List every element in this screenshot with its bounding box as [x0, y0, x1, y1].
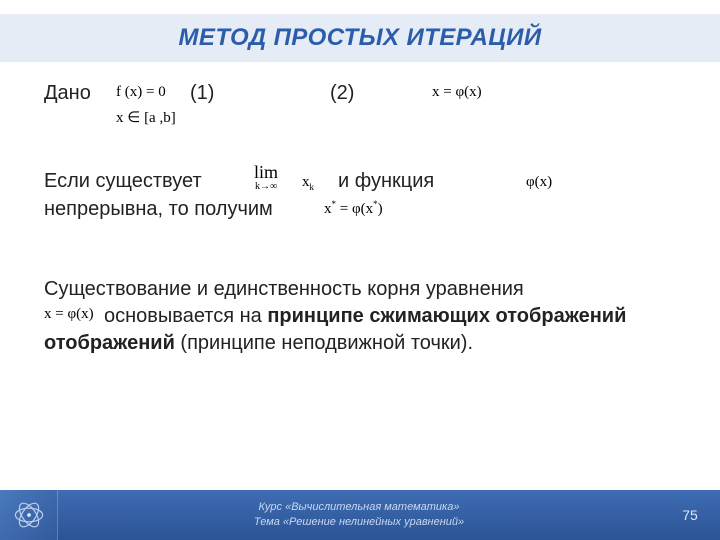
- xk-x: x: [302, 174, 310, 190]
- footer: Курс «Вычислительная математика» Тема «Р…: [0, 490, 720, 540]
- logo: [0, 490, 58, 540]
- xstar-a: x: [324, 201, 332, 217]
- xstar-mid: = φ(x: [336, 201, 373, 217]
- eq-number-1: (1): [190, 80, 214, 107]
- para3-line3: отображений (принципе неподвижной точки)…: [44, 330, 676, 357]
- slide: МЕТОД ПРОСТЫХ ИТЕРАЦИЙ Дано f (x) = 0 (1…: [0, 0, 720, 540]
- phi-x: φ(x): [526, 172, 552, 192]
- limit-symbol: lim k→∞: [254, 160, 278, 194]
- footer-text: Курс «Вычислительная математика» Тема «Р…: [58, 500, 660, 530]
- given-label: Дано: [44, 80, 91, 107]
- principle-paragraph: Существование и единственность корня ура…: [44, 276, 676, 357]
- para3-line2: основывается на принципе сжимающих отобр…: [44, 303, 676, 330]
- bold-principle: принципе сжимающих отображений: [267, 305, 626, 327]
- text-and-function: и функция: [338, 168, 434, 195]
- page-number: 75: [660, 507, 720, 523]
- equation-inline-small: x = φ(x): [44, 304, 94, 324]
- footer-line-1: Курс «Вычислительная математика»: [58, 500, 660, 515]
- eq-number-2: (2): [330, 80, 354, 107]
- para3-line1: Существование и единственность корня ура…: [44, 276, 676, 303]
- logo-icon: [12, 498, 46, 532]
- equation-xstar: x* = φ(x*): [324, 198, 383, 219]
- xstar-end: ): [378, 201, 383, 217]
- lim-sub: k→∞: [254, 180, 278, 194]
- footer-line-2: Тема «Решение нелинейных уравнений»: [58, 515, 660, 530]
- limit-row: Если существует lim k→∞ xk и функция φ(x…: [44, 168, 676, 248]
- text-continuous: непрерывна, то получим: [44, 196, 273, 223]
- slide-title: МЕТОД ПРОСТЫХ ИТЕРАЦИЙ: [179, 24, 542, 52]
- given-row: Дано f (x) = 0 (1) (2) x = φ(x) x ∈ [a ,…: [44, 80, 676, 144]
- title-band: МЕТОД ПРОСТЫХ ИТЕРАЦИЙ: [0, 14, 720, 62]
- xk-term: xk: [302, 172, 314, 193]
- text-if-exists: Если существует: [44, 168, 202, 195]
- equation-fx-zero: f (x) = 0: [116, 82, 166, 102]
- lim-text: lim: [254, 162, 278, 182]
- equation-x-phi: x = φ(x): [432, 82, 482, 102]
- para3c-text: (принципе неподвижной точки).: [175, 332, 473, 354]
- bold-continue: отображений: [44, 332, 175, 354]
- xk-sub: k: [310, 182, 315, 192]
- para3b-text: основывается на: [104, 305, 267, 327]
- equation-range: x ∈ [a ,b]: [116, 108, 176, 128]
- content-area: Дано f (x) = 0 (1) (2) x = φ(x) x ∈ [a ,…: [0, 62, 720, 490]
